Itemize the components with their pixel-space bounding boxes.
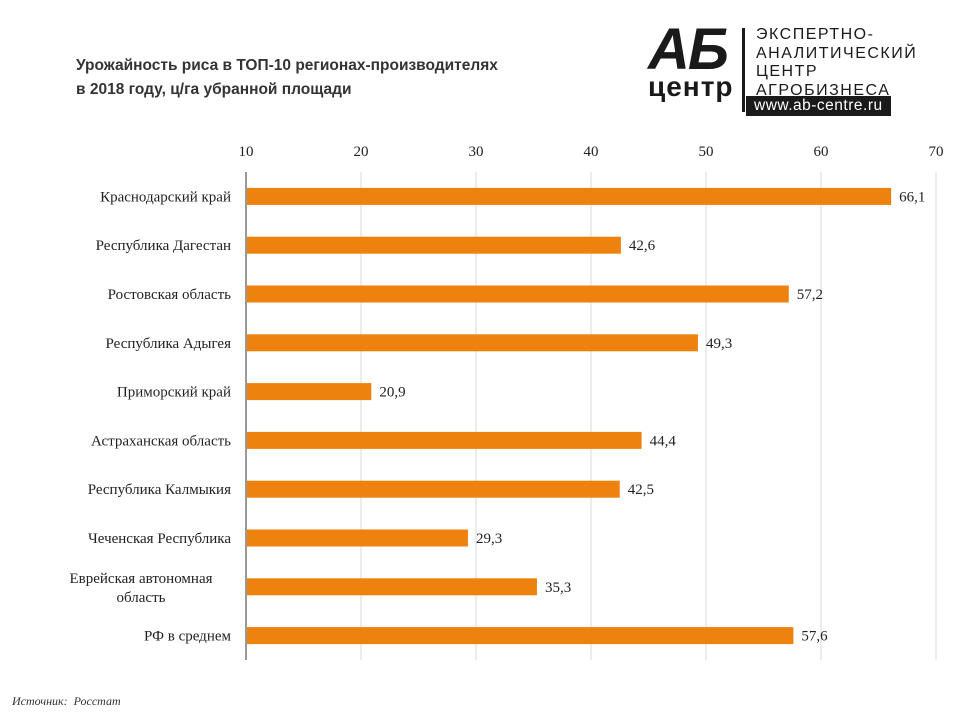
data-label: 29,3 bbox=[476, 531, 502, 547]
logo-caption-line-4: АГРОБИЗНЕСА bbox=[756, 81, 891, 99]
logo-caption: ЭКСПЕРТНО- АНАЛИТИЧЕСКИЙ ЦЕНТР АГРОБИЗНЕ… bbox=[756, 26, 917, 100]
data-label: 42,5 bbox=[628, 482, 654, 498]
logo-mark-ab: АБ bbox=[648, 17, 729, 82]
category-label: Приморский край bbox=[117, 385, 231, 401]
chart-title: Урожайность риса в ТОП-10 регионах-произ… bbox=[76, 54, 546, 102]
x-tick-label: 40 bbox=[584, 144, 599, 160]
data-label: 42,6 bbox=[629, 238, 656, 254]
logo-caption-line-3: ЦЕНТР bbox=[756, 63, 819, 80]
x-tick-label: 10 bbox=[239, 144, 254, 160]
data-label: 49,3 bbox=[706, 336, 732, 352]
logo-mark-centr: центр bbox=[648, 71, 734, 102]
chart-title-line-2: в 2018 году, ц/га убранной площади bbox=[76, 81, 352, 98]
chart-title-line-1: Урожайность риса в ТОП-10 регионах-произ… bbox=[76, 57, 498, 74]
category-label: Республика Дагестан bbox=[96, 238, 231, 254]
bar bbox=[247, 627, 794, 645]
category-label-line: Еврейская автономная bbox=[70, 571, 213, 587]
logo-divider bbox=[742, 28, 745, 112]
ab-centre-logo: АБ центр ЭКСПЕРТНО- АНАЛИТИЧЕСКИЙ ЦЕНТР … bbox=[644, 20, 934, 120]
bar bbox=[247, 334, 698, 352]
x-tick-label: 60 bbox=[814, 144, 829, 160]
bar bbox=[247, 431, 642, 449]
category-label: Краснодарский край bbox=[100, 189, 231, 205]
data-label: 44,4 bbox=[650, 433, 677, 449]
bar bbox=[247, 480, 620, 498]
logo-caption-line-2: АНАЛИТИЧЕСКИЙ bbox=[756, 44, 918, 62]
category-label: РФ в среднем bbox=[144, 629, 231, 645]
data-label: 35,3 bbox=[545, 580, 571, 596]
bar bbox=[247, 285, 789, 303]
data-label: 20,9 bbox=[379, 385, 405, 401]
category-label: Астраханская область bbox=[91, 433, 231, 449]
x-tick-label: 70 bbox=[929, 144, 944, 160]
logo-caption-line-1: ЭКСПЕРТНО- bbox=[756, 26, 875, 43]
bar bbox=[247, 529, 468, 547]
bar bbox=[247, 187, 892, 205]
category-label: Ростовская область bbox=[108, 287, 231, 303]
data-label: 66,1 bbox=[899, 189, 925, 205]
bar bbox=[247, 578, 537, 596]
category-label: Еврейская автономная область bbox=[70, 571, 213, 606]
category-label: Чеченская Республика bbox=[88, 531, 231, 547]
source-note: Источник: Росстат bbox=[12, 694, 121, 708]
x-tick-label: 20 bbox=[354, 144, 369, 160]
data-label: 57,6 bbox=[801, 629, 828, 645]
x-tick-label: 50 bbox=[699, 144, 714, 160]
data-label: 57,2 bbox=[797, 287, 823, 303]
category-label-line: область bbox=[117, 590, 166, 606]
bar bbox=[247, 383, 372, 401]
category-label: Республика Адыгея bbox=[106, 336, 232, 352]
bar bbox=[247, 236, 621, 254]
x-tick-label: 30 bbox=[469, 144, 484, 160]
category-label: Республика Калмыкия bbox=[88, 482, 231, 498]
logo-url: www.ab-centre.ru bbox=[746, 96, 891, 116]
